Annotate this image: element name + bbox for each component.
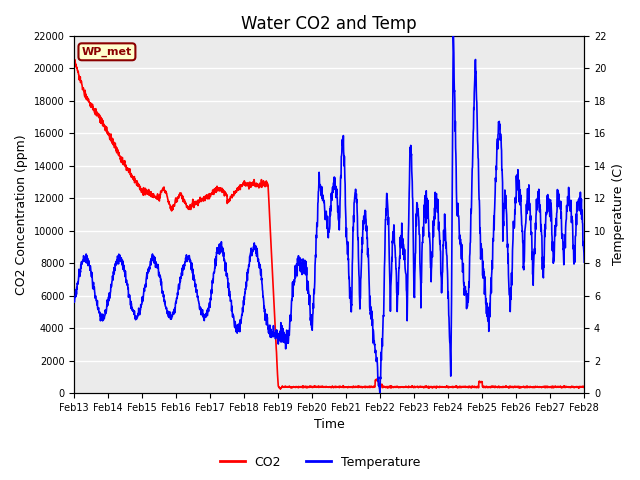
X-axis label: Time: Time [314,419,344,432]
Y-axis label: Temperature (C): Temperature (C) [612,164,625,265]
Legend: CO2, Temperature: CO2, Temperature [214,451,426,474]
Title: Water CO2 and Temp: Water CO2 and Temp [241,15,417,33]
Text: WP_met: WP_met [82,47,132,57]
Y-axis label: CO2 Concentration (ppm): CO2 Concentration (ppm) [15,134,28,295]
